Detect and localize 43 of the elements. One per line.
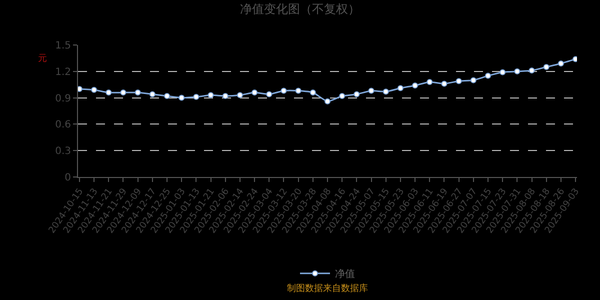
y-tick-label: 1.2 [55, 66, 71, 78]
point [397, 85, 404, 92]
point [500, 69, 506, 76]
point [134, 90, 141, 96]
point [295, 88, 302, 94]
point [558, 60, 564, 66]
point [324, 98, 330, 104]
point [368, 88, 374, 94]
point [252, 90, 258, 96]
point [543, 64, 550, 70]
y-tick-label: 1.5 [55, 40, 71, 52]
point [441, 80, 448, 87]
point [456, 78, 462, 84]
point [382, 88, 389, 95]
point [412, 82, 418, 88]
y-axis-title: 元 [38, 53, 47, 64]
point [485, 72, 491, 79]
point [208, 92, 214, 98]
point [280, 88, 287, 94]
y-tick-label: 0.6 [55, 120, 71, 131]
point [426, 78, 433, 85]
chart-title: 净值变化图（不复权） [240, 2, 360, 16]
y-tick-label: 0.3 [55, 146, 71, 158]
point [236, 92, 243, 98]
point [222, 93, 228, 100]
legend-label: 净值 [335, 268, 355, 280]
point [106, 90, 112, 96]
point [149, 91, 156, 98]
point [91, 86, 98, 93]
point [470, 77, 476, 84]
y-tick-label: 0.9 [55, 93, 71, 104]
point [266, 91, 272, 98]
point [514, 68, 520, 74]
point [354, 91, 360, 98]
point [120, 90, 126, 96]
point [164, 93, 170, 100]
point [178, 94, 185, 101]
point [193, 94, 200, 100]
point [310, 90, 316, 96]
point [528, 68, 535, 74]
text: 制图数据来自数据库 [287, 283, 368, 294]
y-tick-label: 0 [64, 172, 71, 184]
point [339, 93, 346, 100]
